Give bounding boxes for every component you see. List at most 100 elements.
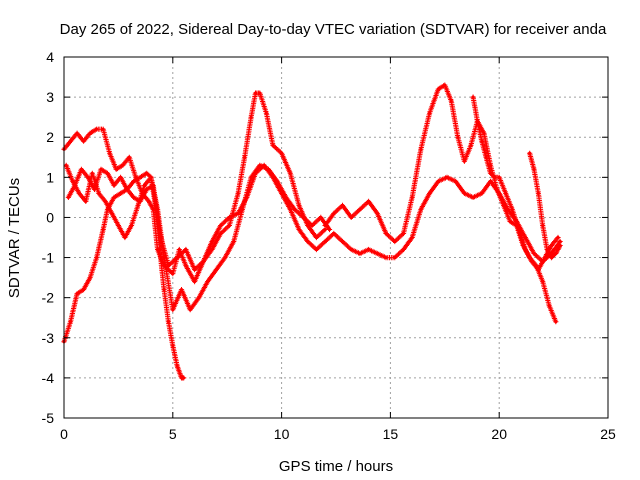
data-point (95, 127, 99, 131)
data-point (81, 139, 86, 143)
x-tick-label: 5 (169, 426, 177, 442)
data-point (245, 195, 249, 199)
data-point (75, 131, 79, 135)
data-point (184, 247, 188, 252)
data-point (262, 163, 266, 167)
series-track-5 (322, 82, 559, 325)
data-point (108, 151, 112, 155)
data-point (536, 191, 540, 195)
data-point (253, 171, 258, 175)
data-point (393, 239, 397, 244)
data-point (166, 263, 171, 268)
data-point (523, 235, 527, 240)
data-point (101, 127, 105, 131)
data-point (410, 195, 414, 199)
data-point (558, 243, 562, 248)
plot-frame (63, 56, 609, 419)
data-point (162, 288, 166, 292)
data-point (147, 199, 151, 203)
data-point (462, 159, 466, 163)
data-point (116, 223, 120, 228)
data-point (367, 247, 371, 252)
data-point (332, 231, 336, 236)
data-point (73, 183, 77, 187)
data-point (95, 255, 99, 260)
data-point (375, 251, 379, 256)
data-points (61, 82, 563, 381)
data-point (480, 191, 484, 195)
y-tick-label: 4 (46, 49, 54, 65)
data-point (541, 280, 545, 284)
data-point (232, 239, 236, 244)
y-axis-title: SDTVAR / TECUs (6, 178, 23, 298)
y-tick-label: -1 (42, 250, 55, 266)
data-point (105, 171, 110, 175)
data-point (182, 376, 186, 380)
data-point (410, 235, 414, 240)
data-point (358, 251, 362, 256)
data-point (480, 139, 484, 143)
data-point (88, 276, 92, 280)
y-tick-label: 2 (46, 129, 54, 145)
data-point (495, 187, 499, 191)
data-point (530, 259, 534, 264)
data-point (71, 179, 75, 183)
data-point (258, 91, 262, 95)
data-point (497, 175, 501, 179)
x-tick-label: 0 (60, 426, 68, 442)
data-point (132, 179, 136, 183)
data-point (393, 255, 397, 260)
data-point (97, 191, 101, 195)
data-point (443, 83, 447, 87)
data-point (528, 151, 532, 155)
data-point (127, 155, 131, 159)
grid (64, 57, 608, 418)
data-point (493, 175, 497, 179)
data-point (253, 91, 258, 95)
x-tick-label: 10 (274, 426, 290, 442)
series-track-3 (63, 162, 333, 313)
data-point (436, 87, 440, 91)
data-point (166, 320, 171, 324)
data-point (188, 308, 192, 312)
data-point (132, 195, 136, 199)
data-point (401, 247, 406, 252)
data-point (68, 320, 73, 324)
data-point (75, 292, 79, 296)
data-point (68, 139, 73, 143)
data-point (554, 251, 558, 256)
data-point (271, 143, 275, 147)
data-point (314, 247, 319, 252)
series-markers (322, 82, 559, 325)
data-point (103, 199, 107, 203)
data-point (271, 175, 275, 179)
data-point (171, 308, 175, 312)
data-point (149, 175, 153, 179)
y-tick-label: 1 (46, 169, 54, 185)
data-point (545, 247, 549, 252)
data-point (136, 203, 140, 208)
data-point (84, 199, 88, 203)
data-point (449, 99, 453, 103)
axis-ticks (63, 56, 609, 419)
data-point (192, 267, 197, 272)
data-point (90, 171, 94, 175)
y-tick-label: -2 (42, 290, 55, 306)
data-point (151, 183, 155, 187)
data-point (236, 211, 240, 216)
data-point (219, 231, 223, 236)
data-point (123, 235, 127, 240)
data-point (175, 364, 179, 368)
data-point (197, 296, 201, 300)
series-track-2 (61, 90, 328, 285)
data-point (488, 171, 493, 175)
data-point (155, 247, 160, 252)
data-point (177, 247, 181, 252)
data-point (349, 215, 353, 220)
data-point (249, 115, 253, 119)
data-point (541, 223, 545, 228)
data-point (501, 203, 506, 208)
y-tick-label: -3 (42, 330, 55, 346)
data-point (419, 207, 423, 212)
